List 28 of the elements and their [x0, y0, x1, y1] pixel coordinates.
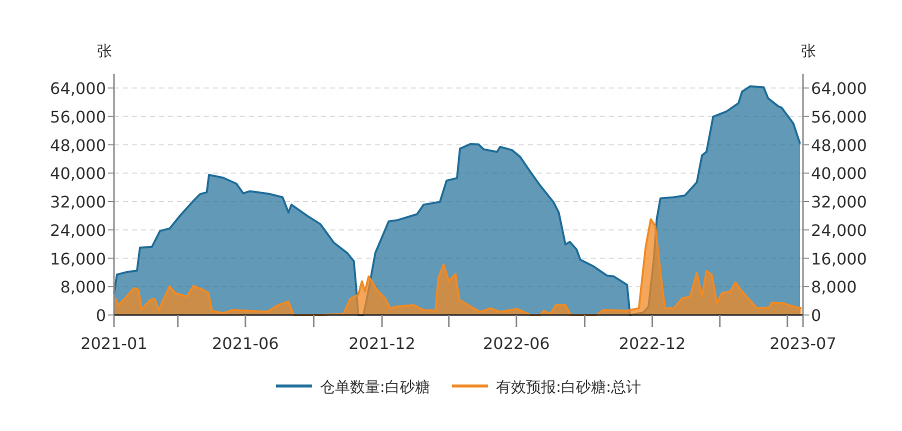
legend-label: 仓单数量:白砂糖 — [320, 378, 430, 396]
y2-tick-label: 0 — [811, 306, 822, 325]
x-tick-label: 2021-01 — [80, 334, 148, 353]
y2-tick-label: 40,000 — [811, 164, 867, 184]
x-tick-label: 2022-12 — [618, 334, 686, 353]
y-tick-label: 0 — [96, 306, 106, 325]
y-tick-label: 8,000 — [60, 278, 106, 297]
x-tick-label: 2021-12 — [348, 334, 416, 353]
x-tick-label: 2022-06 — [482, 334, 550, 353]
y2-tick-label: 56,000 — [811, 107, 867, 126]
y-tick-label: 16,000 — [50, 249, 106, 268]
y2-tick-label: 64,000 — [811, 79, 867, 98]
y-tick-label: 40,000 — [50, 164, 106, 184]
x-tick-label: 2023-07 — [770, 334, 836, 353]
x-tick-label: 2021-06 — [212, 334, 279, 353]
y2-tick-label: 48,000 — [811, 136, 867, 155]
y-tick-label: 64,000 — [50, 79, 106, 98]
y-axis-title: 张 — [97, 42, 112, 60]
y-tick-label: 24,000 — [50, 220, 106, 240]
y2-tick-label: 32,000 — [811, 192, 867, 212]
y-tick-label: 56,000 — [50, 107, 106, 126]
y2-tick-label: 16,000 — [811, 249, 867, 268]
y2-tick-label: 8,000 — [811, 278, 857, 297]
y2-axis-title: 张 — [801, 42, 816, 60]
y2-tick-label: 24,000 — [811, 220, 867, 240]
y-tick-label: 48,000 — [50, 136, 106, 155]
y-tick-label: 32,000 — [50, 192, 106, 212]
legend-label: 有效预报:白砂糖:总计 — [496, 378, 642, 396]
